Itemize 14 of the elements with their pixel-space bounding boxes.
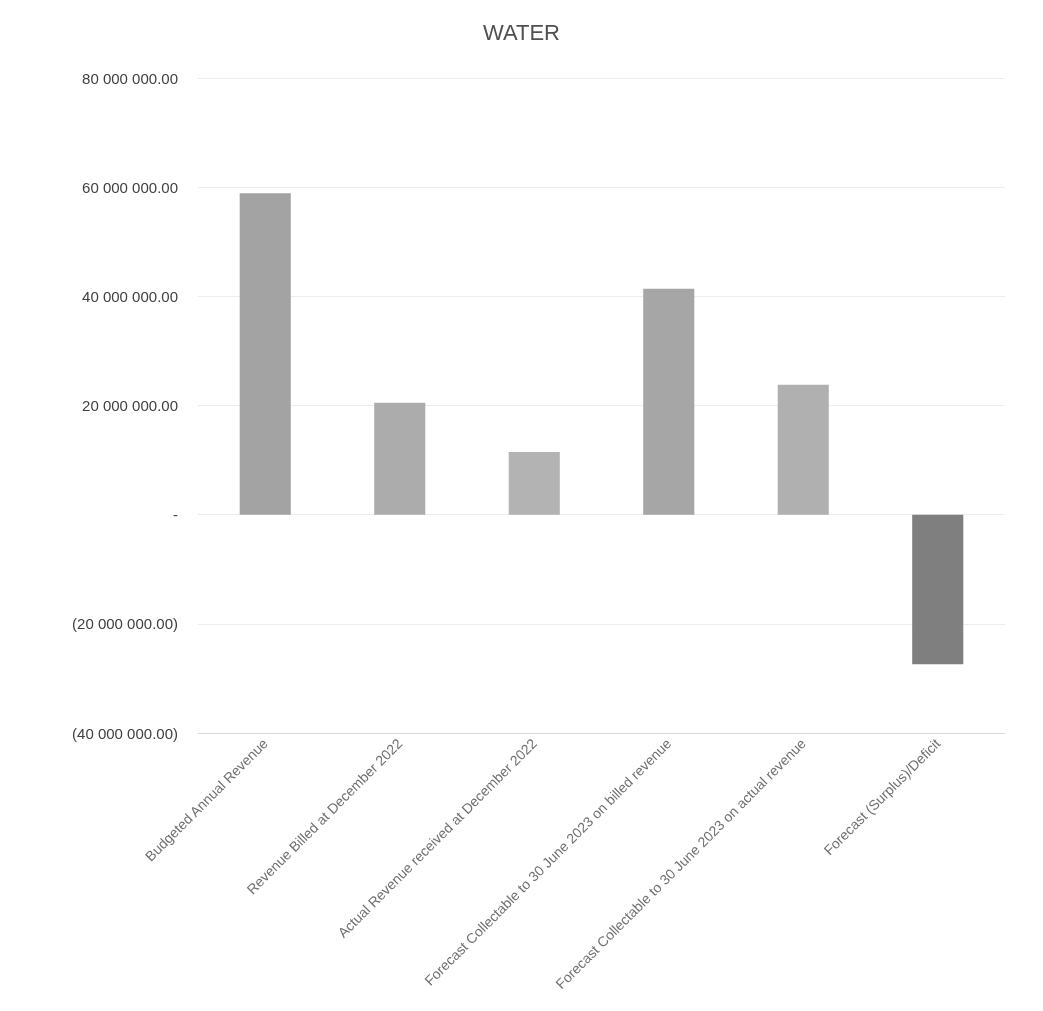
y-tick-label: 80 000 000.00 xyxy=(82,69,178,87)
y-tick-label: - xyxy=(173,506,178,524)
bar xyxy=(643,288,695,515)
bar xyxy=(912,514,964,665)
chart-title: WATER xyxy=(483,19,560,45)
bar xyxy=(239,193,291,515)
y-tick-label: 60 000 000.00 xyxy=(82,178,178,196)
y-tick-label: (20 000 000.00) xyxy=(72,615,178,633)
bar xyxy=(374,402,426,515)
bar xyxy=(777,384,829,515)
y-tick-label: (40 000 000.00) xyxy=(72,724,178,742)
y-tick-label: 20 000 000.00 xyxy=(82,397,178,414)
bar xyxy=(508,451,560,515)
y-tick-label: 40 000 000.00 xyxy=(82,287,178,305)
